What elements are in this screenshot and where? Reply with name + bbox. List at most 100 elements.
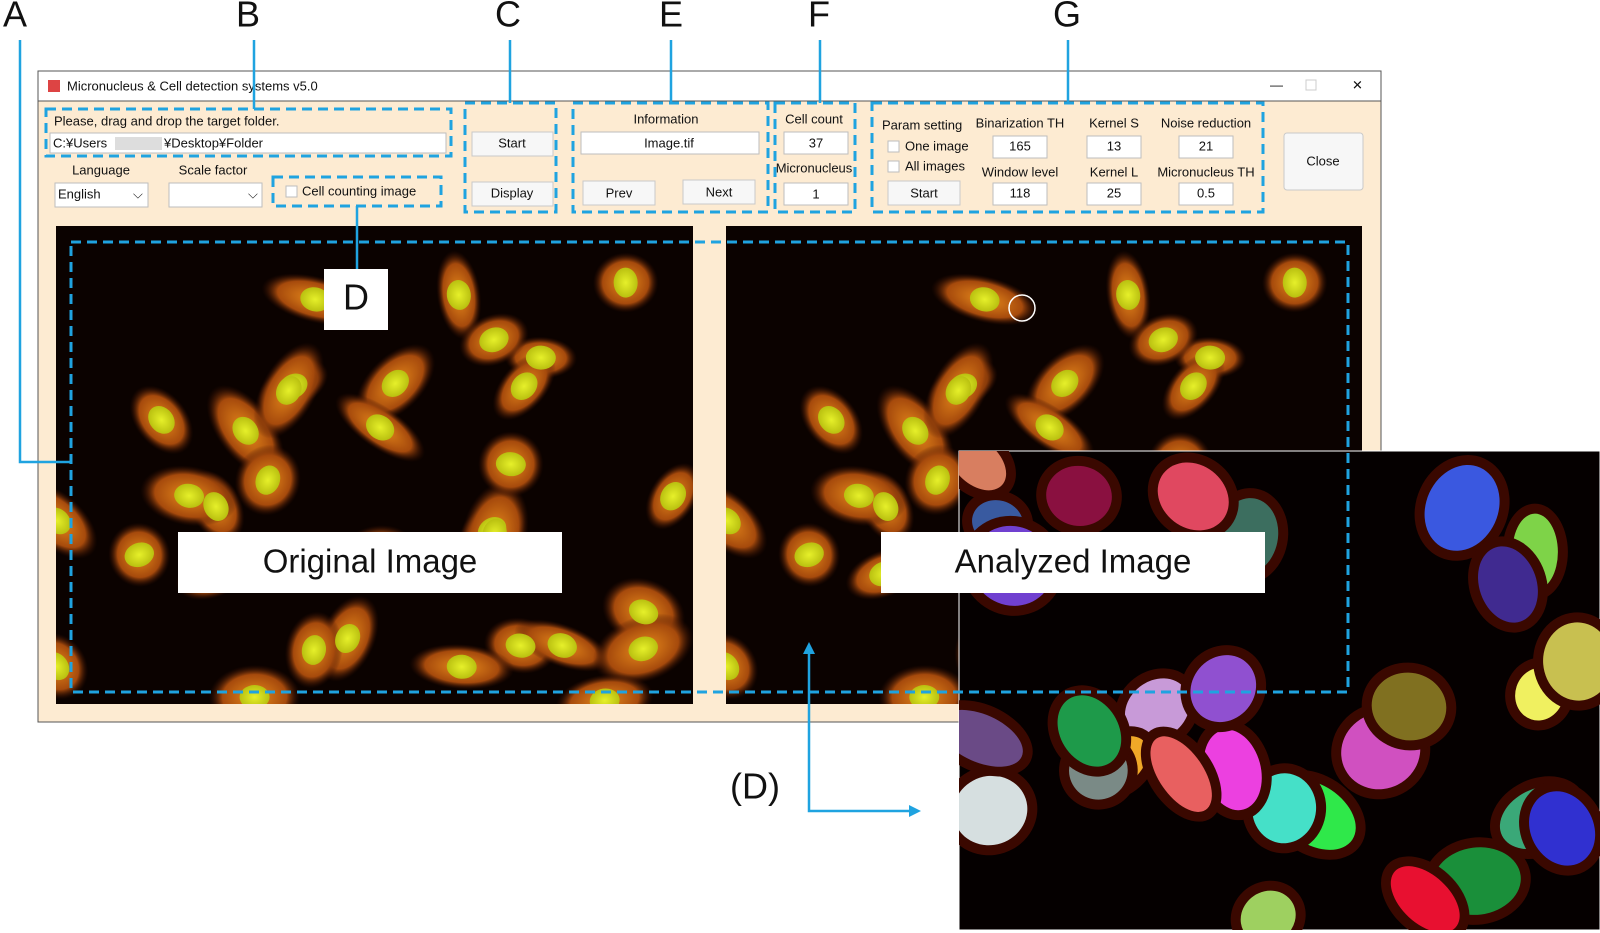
param-start-button[interactable] (887, 180, 961, 206)
param-field[interactable] (1086, 182, 1142, 206)
nucleus (1148, 327, 1178, 353)
folder-prompt: Please, drag and drop the target folder. (54, 113, 280, 128)
nucleus (1116, 280, 1141, 310)
window-title: Micronucleus & Cell detection systems v5… (67, 78, 318, 93)
prev-button[interactable] (582, 180, 656, 206)
nucleus (232, 416, 259, 445)
close-button[interactable] (1283, 132, 1364, 191)
param-label: Micronucleus TH (1157, 164, 1254, 179)
nucleus (969, 287, 1000, 312)
language-value: English (58, 186, 101, 201)
label-e: E (659, 0, 683, 35)
nucleus (1035, 414, 1064, 441)
original-caption-box (178, 532, 562, 593)
nucleus (945, 376, 972, 405)
label-c: C (495, 0, 521, 35)
original-caption: Original Image (263, 543, 478, 580)
close-x[interactable]: ✕ (1352, 77, 1363, 92)
all-images-label: All images (905, 158, 965, 173)
analyzed-caption-box (881, 532, 1265, 593)
param-field[interactable] (992, 135, 1048, 159)
file-field (580, 131, 760, 155)
nucleus (589, 688, 620, 704)
segmented-cell (959, 451, 1007, 491)
micronucleus-field (783, 182, 849, 206)
cell-count: 37 (809, 135, 823, 150)
nucleus (1180, 372, 1207, 400)
nucleus (794, 542, 824, 568)
nucleus (628, 599, 659, 625)
nucleus (902, 416, 929, 445)
start-button[interactable] (471, 131, 554, 157)
cell-count-field (783, 131, 849, 155)
segmented-cell (1371, 672, 1447, 741)
label-b: B (236, 0, 260, 35)
checkbox[interactable] (285, 185, 298, 198)
display-button[interactable] (471, 181, 554, 207)
next-button[interactable] (682, 179, 756, 205)
segmented-cell (1057, 695, 1122, 767)
nucleus (335, 623, 361, 654)
segmented-cell (959, 775, 1028, 846)
path-start: C:¥Users (53, 135, 108, 150)
information-label: Information (633, 111, 698, 126)
nucleus (909, 685, 940, 704)
app-icon (48, 80, 60, 92)
maximize[interactable] (1305, 79, 1317, 91)
nucleus (255, 465, 281, 495)
nucleus (203, 492, 229, 521)
box-b (44, 107, 453, 158)
dropdown-arrow: ⌵ (133, 186, 143, 201)
label-a: A (3, 0, 27, 35)
nucleus (547, 633, 577, 658)
scale-select[interactable] (168, 182, 263, 208)
nucleus (56, 652, 70, 681)
segmented-cell (1240, 890, 1296, 930)
param-label: Noise reduction (1161, 115, 1251, 130)
param-label: Binarization TH (976, 115, 1065, 130)
label-d: D (343, 277, 369, 318)
box-f (773, 101, 857, 214)
checkbox[interactable] (887, 140, 900, 153)
cell-count-label: Cell count (785, 111, 843, 126)
prev-label: Prev (606, 185, 633, 200)
nucleus (613, 267, 638, 298)
nucleus (726, 652, 740, 681)
param-field[interactable] (1178, 182, 1234, 206)
param-value: 165 (1009, 138, 1031, 153)
param-start-label: Start (910, 185, 938, 200)
checkbox[interactable] (887, 160, 900, 173)
param-value: 118 (1010, 185, 1031, 200)
segmented-cell (1157, 462, 1229, 531)
language-select[interactable] (54, 182, 149, 208)
param-field[interactable] (992, 182, 1048, 206)
nucleus (381, 369, 409, 397)
nucleus (818, 405, 845, 434)
param-value: 25 (1107, 185, 1121, 200)
nucleus (124, 542, 154, 568)
segmented-cell (1150, 736, 1212, 812)
cell-counting-label: Cell counting image (302, 183, 416, 198)
label-g: G (1053, 0, 1081, 35)
param-field[interactable] (1086, 135, 1142, 159)
segmented-cell (1529, 791, 1596, 866)
param-label: Kernel S (1089, 115, 1139, 130)
blurred-user (115, 137, 162, 150)
nucleus (446, 654, 477, 679)
nucleus (479, 327, 509, 353)
nucleus (366, 414, 395, 441)
nucleus (1051, 369, 1079, 397)
close-label: Close (1306, 153, 1339, 168)
nucleus (843, 483, 874, 508)
param-field[interactable] (1178, 135, 1234, 159)
param-value: 0.5 (1197, 185, 1215, 200)
file-name: Image.tif (644, 135, 694, 150)
segmented-cell (1390, 866, 1460, 930)
scale-label: Scale factor (179, 162, 248, 177)
minimize[interactable]: — (1270, 77, 1283, 92)
box-c (463, 101, 558, 214)
nucleus (174, 483, 205, 508)
label-d-box (324, 269, 388, 330)
display-label: Display (491, 185, 534, 200)
